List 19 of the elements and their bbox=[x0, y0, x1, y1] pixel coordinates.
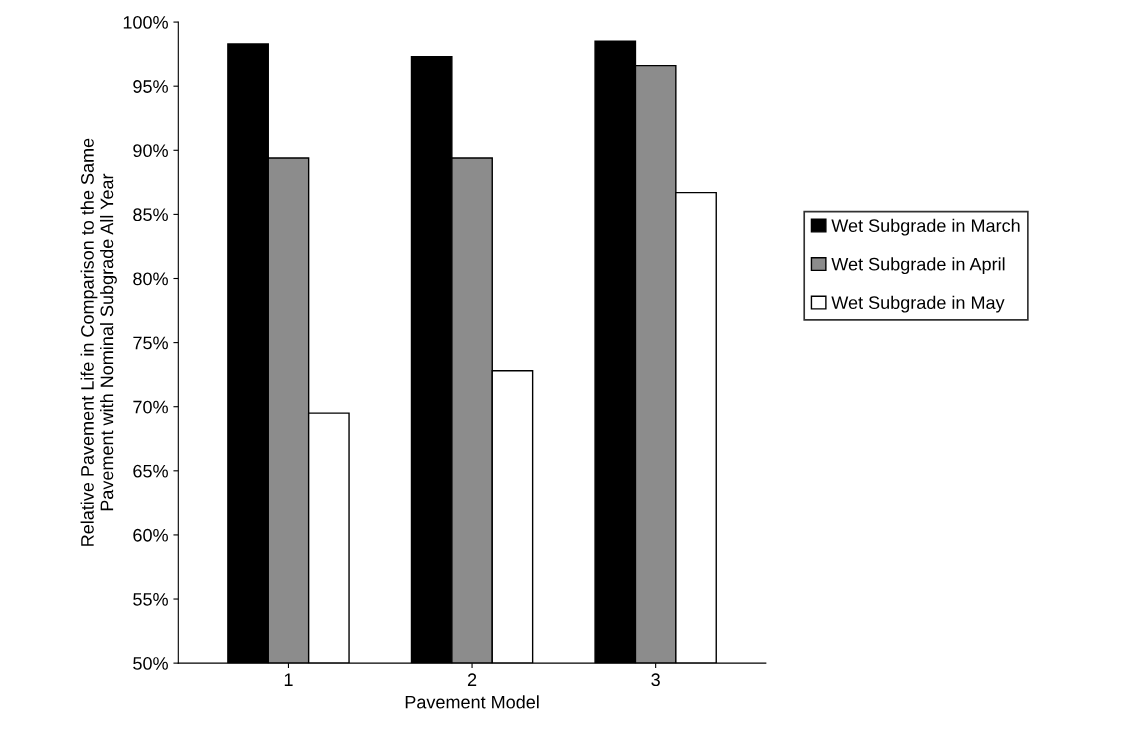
y-tick-label: 90% bbox=[133, 144, 168, 158]
y-tick-label: 85% bbox=[133, 208, 168, 222]
y-tick-label: 55% bbox=[133, 593, 168, 606]
y-tick-label: 65% bbox=[133, 464, 168, 478]
y-axis-title: Relative Pavement Life in Comparison to the Same Pavement with Nominal Subgrade All Year bbox=[80, 138, 117, 546]
x-tick-label: 2 bbox=[467, 673, 477, 686]
y-tick-label: 50% bbox=[133, 657, 168, 670]
x-axis-title: Pavement Model bbox=[405, 695, 539, 709]
x-tick-label: 1 bbox=[284, 673, 293, 686]
y-tick-label: 75% bbox=[133, 336, 168, 350]
y-tick-label: 95% bbox=[133, 80, 168, 93]
y-tick-label: 80% bbox=[133, 272, 168, 286]
legend-label: Wet Subgrade in April bbox=[831, 257, 1005, 275]
y-tick-label: 60% bbox=[133, 528, 168, 542]
legend-label: Wet Subgrade in May bbox=[831, 295, 1005, 313]
legend-label: Wet Subgrade in March bbox=[831, 218, 1020, 236]
x-tick-label: 3 bbox=[651, 673, 660, 687]
y-tick-label: 70% bbox=[133, 400, 168, 414]
y-tick-label: 100% bbox=[123, 16, 168, 29]
